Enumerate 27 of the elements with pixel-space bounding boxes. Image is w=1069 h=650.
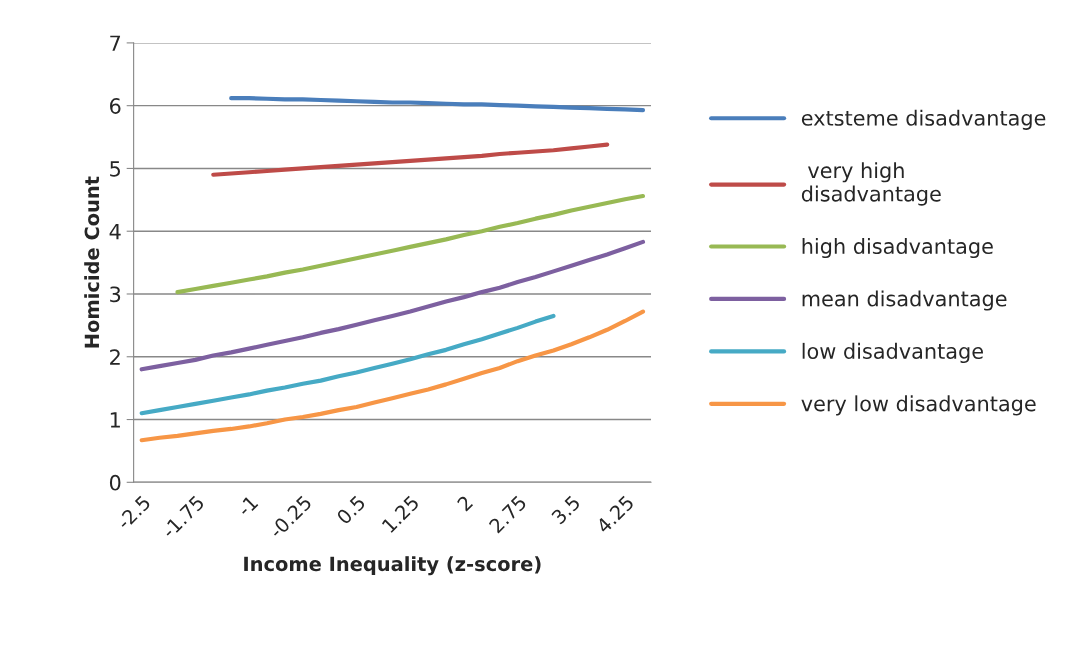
line-series: [211, 142, 610, 177]
x-tick-label: 0.5: [335, 494, 366, 526]
y-tick-label: 3: [110, 286, 121, 303]
line-series: [139, 313, 556, 416]
x-tick-label: 2: [456, 495, 474, 512]
line-series: [229, 96, 646, 113]
y-axis-title: Homicide Count: [84, 176, 100, 348]
legend-label: extsteme disadvantage: [801, 109, 1046, 130]
y-tick-label: 1: [110, 412, 120, 428]
line-series: [139, 239, 646, 372]
line-series: [175, 193, 646, 295]
legend-label: very high disadvantage: [801, 162, 941, 206]
x-tick-label: -1: [236, 495, 259, 517]
line-series: [139, 309, 646, 443]
y-tick-label: 0: [109, 474, 121, 491]
x-tick-label: -2.5: [115, 494, 152, 531]
y-tick-label: 6: [110, 98, 121, 114]
y-tick-label: 5: [110, 161, 120, 177]
y-tick-label: 2: [110, 349, 120, 365]
legend-label: very low disadvantage: [801, 395, 1036, 416]
y-tick-label: 7: [110, 35, 121, 51]
legend-label: mean disadvantage: [802, 290, 1007, 311]
legend-label: high disadvantage: [802, 237, 993, 259]
legend-label: low disadvantage: [802, 342, 983, 364]
y-tick-label: 4: [109, 223, 121, 240]
x-tick-label: 3.5: [550, 494, 581, 525]
x-axis-title: Income Inequality (z-score): [244, 556, 541, 576]
